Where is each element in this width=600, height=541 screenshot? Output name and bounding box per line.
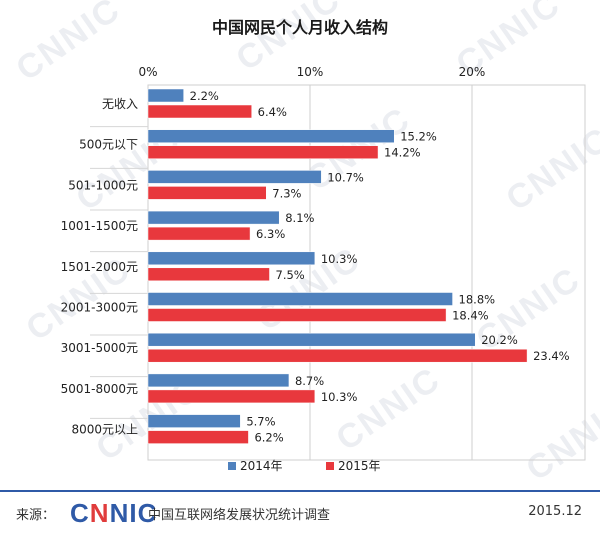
bar-2014 xyxy=(147,292,453,306)
bar-2015 xyxy=(147,308,447,322)
chart-title: 中国网民个人月收入结构 xyxy=(211,18,388,37)
data-label: 6.2% xyxy=(254,431,283,445)
legend-swatch xyxy=(228,462,236,470)
legend-label: 2014年 xyxy=(240,459,283,473)
cnnic-logo: CNNIC xyxy=(70,498,158,528)
source-org: 中国互联网络发展状况统计调查 xyxy=(148,508,331,523)
data-label: 6.3% xyxy=(256,227,285,241)
category-label: 1501-2000元 xyxy=(61,260,138,274)
data-label: 18.4% xyxy=(452,309,489,323)
category-label: 3001-5000元 xyxy=(61,341,138,355)
bar-2014 xyxy=(147,88,184,103)
category-label: 500元以下 xyxy=(79,138,138,152)
category-label: 2001-3000元 xyxy=(61,301,138,315)
bar-2015 xyxy=(147,186,267,200)
data-label: 15.2% xyxy=(400,130,437,144)
bar-2014 xyxy=(147,170,322,184)
bar-chart: 0% 10% 20% 无收入 2.2% 6.4% 500元以下 15.2% 14.2% 501-1… xyxy=(61,65,586,473)
legend-label: 2015年 xyxy=(338,459,381,473)
category-label: 5001-8000元 xyxy=(61,382,138,396)
data-label: 7.5% xyxy=(276,268,305,282)
x-tick-label: 0% xyxy=(138,65,157,79)
data-label: 20.2% xyxy=(481,333,518,347)
x-tick-label: 10% xyxy=(297,65,324,79)
report-date: 2015.12 xyxy=(528,504,582,519)
category-label: 8000元以上 xyxy=(71,423,138,437)
data-label: 8.1% xyxy=(285,211,314,225)
data-label: 7.3% xyxy=(272,186,301,200)
bar-2015 xyxy=(147,226,251,241)
bar-2015 xyxy=(147,267,270,282)
category-label: 501-1000元 xyxy=(68,178,138,192)
bar-2014 xyxy=(147,251,316,266)
bar-2014 xyxy=(147,373,290,388)
bar-2015 xyxy=(147,145,379,159)
bar-2015 xyxy=(147,389,316,404)
data-label: 10.3% xyxy=(321,252,358,266)
category-label: 无收入 xyxy=(102,97,138,111)
bar-2015 xyxy=(147,430,249,444)
data-label: 18.8% xyxy=(459,293,496,307)
category-label: 1001-1500元 xyxy=(61,219,138,233)
bar-2015 xyxy=(147,348,528,363)
data-label: 6.4% xyxy=(258,105,287,119)
bar-2014 xyxy=(147,210,280,225)
data-label: 23.4% xyxy=(533,349,570,363)
data-label: 5.7% xyxy=(246,415,275,429)
data-label: 10.3% xyxy=(321,390,358,404)
data-label: 2.2% xyxy=(190,89,219,103)
bar-2014 xyxy=(147,129,395,143)
data-label: 10.7% xyxy=(327,170,364,184)
legend-swatch xyxy=(326,462,334,470)
footer: 来源： CNNIC 中国互联网络发展状况统计调查 2015.12 xyxy=(0,490,600,541)
x-tick-label: 20% xyxy=(459,65,486,79)
source-label: 来源： xyxy=(16,508,56,523)
bar-2014 xyxy=(147,414,241,428)
bar-2014 xyxy=(147,332,476,347)
data-label: 14.2% xyxy=(384,146,421,160)
bar-2015 xyxy=(147,104,252,119)
data-label: 8.7% xyxy=(295,374,324,388)
